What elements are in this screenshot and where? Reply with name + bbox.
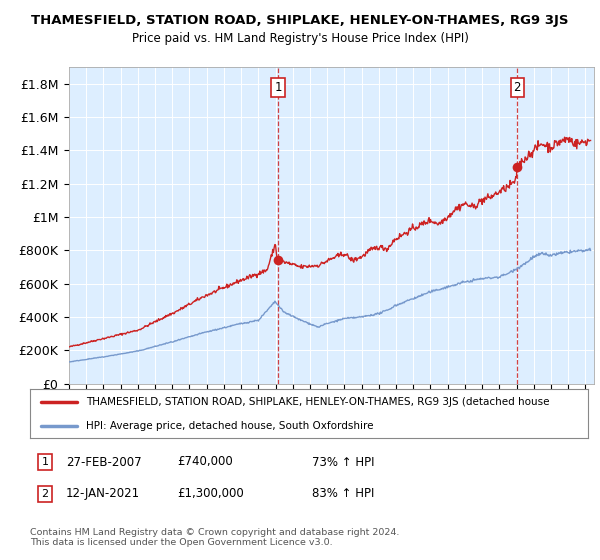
Text: 83% ↑ HPI: 83% ↑ HPI: [312, 487, 374, 501]
Text: 27-FEB-2007: 27-FEB-2007: [66, 455, 142, 469]
Text: 2: 2: [41, 489, 49, 499]
Text: 2: 2: [514, 81, 521, 94]
Text: 1: 1: [41, 457, 49, 467]
Text: Contains HM Land Registry data © Crown copyright and database right 2024.
This d: Contains HM Land Registry data © Crown c…: [30, 528, 400, 547]
Text: £1,300,000: £1,300,000: [177, 487, 244, 501]
Text: THAMESFIELD, STATION ROAD, SHIPLAKE, HENLEY-ON-THAMES, RG9 3JS: THAMESFIELD, STATION ROAD, SHIPLAKE, HEN…: [31, 14, 569, 27]
Text: £740,000: £740,000: [177, 455, 233, 469]
Text: 12-JAN-2021: 12-JAN-2021: [66, 487, 140, 501]
Text: Price paid vs. HM Land Registry's House Price Index (HPI): Price paid vs. HM Land Registry's House …: [131, 32, 469, 45]
Text: 1: 1: [274, 81, 282, 94]
Text: THAMESFIELD, STATION ROAD, SHIPLAKE, HENLEY-ON-THAMES, RG9 3JS (detached house: THAMESFIELD, STATION ROAD, SHIPLAKE, HEN…: [86, 398, 550, 408]
Text: HPI: Average price, detached house, South Oxfordshire: HPI: Average price, detached house, Sout…: [86, 421, 373, 431]
Text: 73% ↑ HPI: 73% ↑ HPI: [312, 455, 374, 469]
